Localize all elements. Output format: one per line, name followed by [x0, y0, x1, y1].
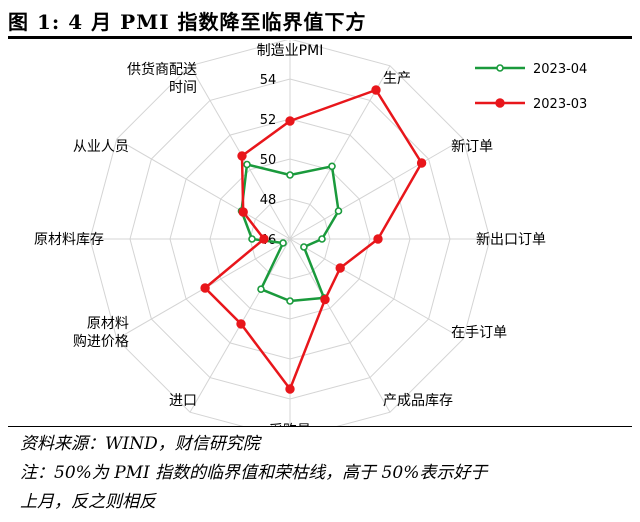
category-label-9: 原材料库存: [34, 232, 104, 248]
radar-chart: 4648505254 制造业PMI生产新订单新出口订单在手订单产成品库存采购量进…: [34, 40, 587, 426]
legend-marker-2023-03: [495, 98, 505, 108]
tick-label-2: 50: [260, 153, 277, 168]
point-2023-03-5: [320, 294, 330, 305]
grid-spoke-4: [289, 238, 464, 340]
category-label-5: 产成品库存: [383, 393, 453, 409]
point-2023-03-3: [373, 234, 383, 244]
note-line-2: 上月，反之则相反: [20, 492, 156, 512]
radar-grid: [89, 40, 491, 426]
point-2023-04-6: [286, 297, 294, 305]
radar-tick-labels: 4648505254: [260, 73, 277, 248]
point-2023-04-7: [257, 285, 265, 293]
point-2023-04-2: [334, 207, 343, 215]
point-2023-03-4: [335, 263, 345, 273]
point-2023-03-1: [371, 85, 381, 95]
tick-label-3: 52: [260, 113, 277, 128]
point-2023-04-1: [328, 162, 336, 171]
point-2023-04-3: [318, 235, 326, 243]
category-label-8: 原材料购进价格: [73, 316, 129, 350]
category-label-3: 新出口订单: [476, 232, 546, 248]
source-rule: [8, 426, 632, 427]
category-label-4: 在手订单: [451, 325, 507, 341]
tick-label-4: 54: [260, 73, 277, 88]
category-label-2: 新订单: [451, 139, 493, 155]
tick-label-1: 48: [260, 193, 277, 208]
category-label-10: 从业人员: [73, 139, 129, 155]
category-label-11: 供货商配送时间: [127, 61, 197, 96]
point-2023-04-11: [243, 160, 251, 169]
point-2023-03-6: [285, 384, 295, 394]
radar-series: [200, 85, 427, 394]
source-text: 资料来源：WIND，财信研究院: [20, 434, 260, 454]
grid-spoke-10: [116, 138, 291, 240]
category-label-1: 生产: [383, 71, 411, 87]
point-2023-04-4: [300, 243, 308, 251]
point-2023-03-10: [238, 207, 248, 217]
point-2023-03-11: [237, 151, 247, 161]
legend-label-2023-03: 2023-03: [533, 97, 587, 112]
point-2023-03-7: [236, 319, 246, 329]
grid-spoke-2: [289, 138, 464, 240]
grid-spoke-1: [289, 65, 391, 240]
point-2023-04-0: [286, 171, 294, 179]
legend-label-2023-04: 2023-04: [533, 62, 587, 77]
point-2023-04-9: [248, 235, 256, 243]
legend-marker-2023-04: [496, 64, 504, 72]
point-2023-03-0: [285, 116, 295, 126]
point-2023-04-8: [279, 239, 287, 247]
category-label-0: 制造业PMI: [257, 43, 324, 59]
legend: 2023-04 2023-03: [475, 62, 587, 112]
note-line-1: 注：50%为 PMI 指数的临界值和荣枯线，高于 50%表示好于: [20, 463, 488, 483]
title-rule: [8, 36, 632, 39]
category-label-7: 进口: [169, 393, 197, 409]
notes: 资料来源：WIND，财信研究院 注：50%为 PMI 指数的临界值和荣枯线，高于…: [20, 430, 630, 517]
point-2023-03-2: [416, 158, 427, 168]
figure-title: 图 1: 4 月 PMI 指数降至临界值下方: [8, 10, 367, 34]
point-2023-03-9: [259, 234, 269, 244]
point-2023-03-8: [200, 283, 210, 293]
category-label-6: 采购量: [269, 423, 311, 426]
radar-category-labels: 制造业PMI 生产新订单新出口订单在手订单产成品库存采购量 进口 原材料购进价格 原材料…: [34, 43, 546, 426]
grid-spoke-5: [289, 238, 391, 413]
